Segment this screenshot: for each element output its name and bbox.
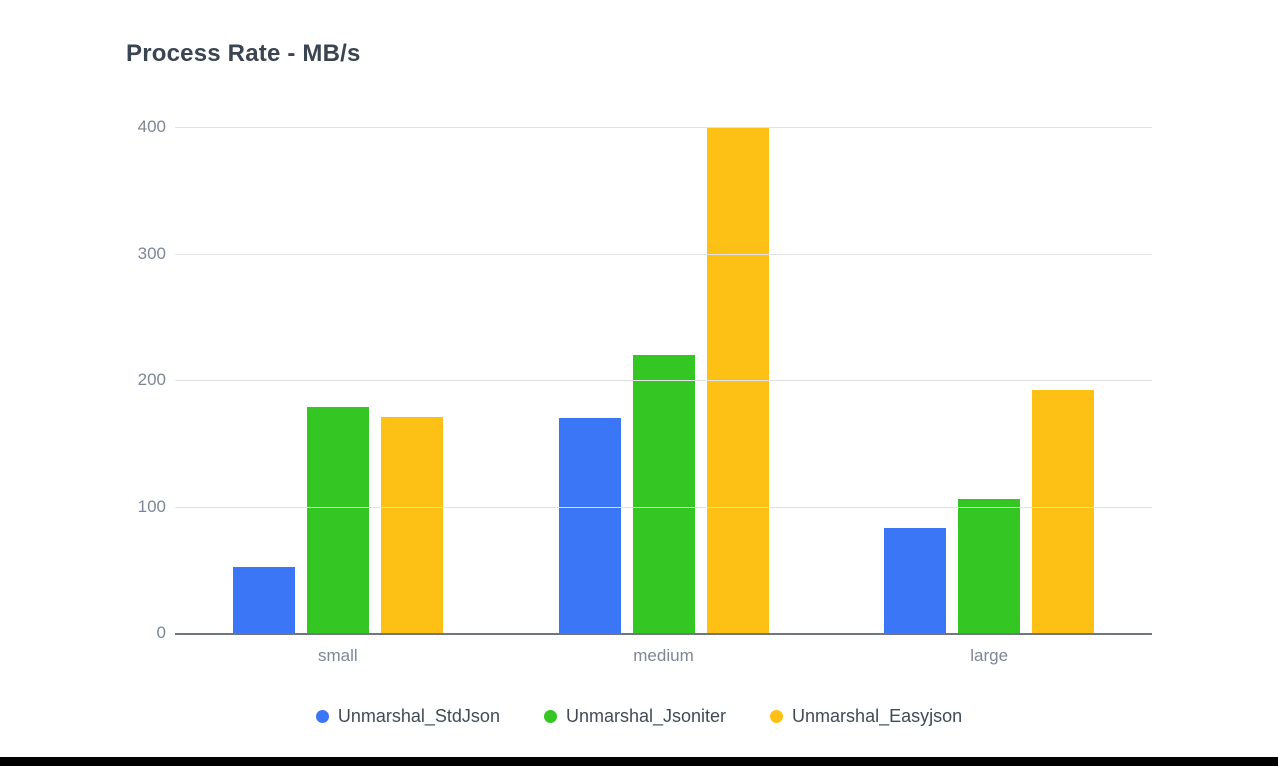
y-axis-tick-label-100: 100 (137, 496, 166, 516)
gridline-300 (175, 253, 1152, 255)
y-axis-tick-label-300: 300 (137, 243, 166, 263)
x-axis-baseline (175, 633, 1152, 635)
legend-label: Unmarshal_Jsoniter (565, 706, 727, 726)
x-axis: small medium large (175, 646, 1152, 666)
bar-unmarshal_jsoniter-small (306, 406, 369, 633)
bar-unmarshal_stdjson-large (884, 528, 947, 633)
bar-unmarshal_stdjson-medium (558, 417, 621, 633)
legend-dot-icon (543, 710, 557, 723)
bar-unmarshal_easyjson-small (380, 416, 443, 633)
bar-unmarshal_jsoniter-medium (632, 354, 695, 633)
chart-title: Process Rate - MB/s (126, 40, 361, 67)
y-axis-tick-label-200: 200 (137, 370, 166, 389)
legend-label: Unmarshal_StdJson (337, 706, 500, 726)
x-axis-tick-label-large: large (970, 646, 1009, 665)
bar-unmarshal_stdjson-small (232, 567, 295, 633)
bar-unmarshal_jsoniter-large (958, 498, 1021, 633)
x-axis-tick-label-small: small (318, 646, 358, 665)
legend-label: Unmarshal_Easyjson (792, 706, 963, 726)
gridline-400 (175, 127, 1152, 128)
y-axis-tick-label-0: 0 (156, 623, 166, 642)
chart-legend: Unmarshal_StdJson Unmarshal_Jsoniter Unmar… (0, 706, 1278, 727)
y-axis-tick-label-400: 400 (137, 117, 166, 136)
legend-item-unmarshal_jsoniter: Unmarshal_Jsoniter (543, 706, 727, 727)
bar-group-large (826, 127, 1152, 633)
legend-dot-icon (770, 710, 784, 723)
x-axis-tick-label-medium: medium (633, 646, 694, 665)
gridline-100 (175, 506, 1152, 508)
plot-area (175, 127, 1152, 635)
bottom-edge-bar (0, 757, 1278, 766)
y-axis: 0 100 200 300 400 (0, 117, 166, 642)
legend-item-unmarshal_stdjson: Unmarshal_StdJson (315, 706, 500, 727)
gridline-200 (175, 380, 1152, 381)
legend-item-unmarshal_easyjson: Unmarshal_Easyjson (770, 706, 962, 727)
legend-dot-icon (315, 710, 329, 723)
bar-group-small (175, 127, 501, 633)
bar-unmarshal_easyjson-large (1032, 390, 1095, 633)
